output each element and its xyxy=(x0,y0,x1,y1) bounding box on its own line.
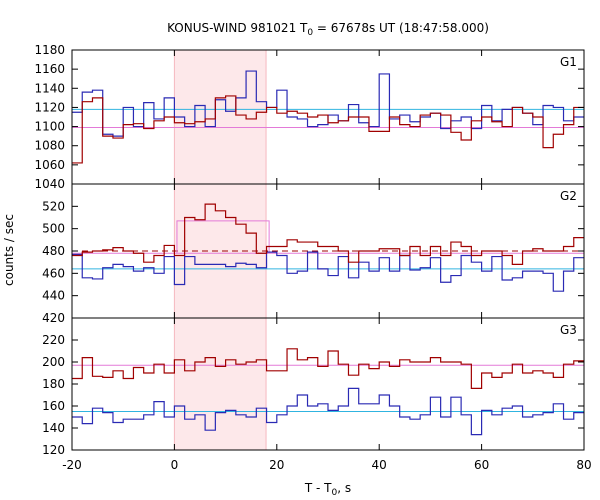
y-tick-label: 180 xyxy=(42,377,65,391)
plot-layer: 1040 1060 1080 1100 1120 1140 1160 1180 G1 420 440… xyxy=(34,43,591,472)
panel-label: G3 xyxy=(560,323,577,337)
panel-label: G2 xyxy=(560,189,577,203)
burst-level-step xyxy=(176,220,270,254)
title-rest: = 67678s UT (18:47:58.000) xyxy=(313,21,489,35)
y-tick-label: 1040 xyxy=(34,177,65,191)
panel-g1: 1040 1060 1080 1100 1120 1140 1160 1180 G1 xyxy=(34,43,585,191)
y-tick-label: 480 xyxy=(42,244,65,258)
title-main: KONUS-WIND 981021 T xyxy=(167,21,308,35)
y-tick-label: 220 xyxy=(42,333,65,347)
series-line-blue xyxy=(72,251,584,292)
panel-g3: 120 140 160 180 200 220 G3 xyxy=(42,317,585,457)
y-tick-label: 500 xyxy=(42,222,65,236)
x-axis-label-main: T - T xyxy=(304,481,332,495)
y-axis-label: counts / sec xyxy=(2,214,16,286)
shaded-interval xyxy=(174,50,267,450)
y-tick-label: 1180 xyxy=(34,43,65,57)
x-axis-label: T - T0, s xyxy=(304,481,351,498)
y-tick-label: 420 xyxy=(42,311,65,325)
title-subscript: 0 xyxy=(307,28,313,38)
y-tick-label: 200 xyxy=(42,355,65,369)
x-axis-label-rest: , s xyxy=(337,481,351,495)
series-line-red xyxy=(72,203,584,265)
series-line-blue xyxy=(72,387,584,436)
y-tick-label: 1120 xyxy=(34,100,65,114)
x-tick-label: 80 xyxy=(576,458,591,472)
y-tick-label: 160 xyxy=(42,399,65,413)
panel-frame xyxy=(71,317,585,451)
panel-g2: 420 440 460 480 500 520 G2 xyxy=(42,183,585,325)
y-tick-label: 1060 xyxy=(34,158,65,172)
panel-label: G1 xyxy=(560,55,577,69)
x-axis-label-subscript: 0 xyxy=(332,488,338,498)
chart-title: KONUS-WIND 981021 T0 = 67678s UT (18:47:… xyxy=(167,21,489,38)
series-line-red xyxy=(72,348,584,389)
x-tick-label: 60 xyxy=(474,458,489,472)
x-tick-label: 0 xyxy=(171,458,179,472)
series-line-red xyxy=(72,95,584,164)
y-tick-label: 120 xyxy=(42,443,65,457)
y-tick-label: 1100 xyxy=(34,120,65,134)
y-tick-label: 440 xyxy=(42,289,65,303)
x-tick-label: -20 xyxy=(62,458,82,472)
x-tick-label: 20 xyxy=(269,458,284,472)
y-tick-label: 1160 xyxy=(34,62,65,76)
y-tick-label: 460 xyxy=(42,266,65,280)
y-tick-label: 140 xyxy=(42,421,65,435)
y-tick-label: 1080 xyxy=(34,139,65,153)
y-tick-label: 1140 xyxy=(34,81,65,95)
y-tick-label: 520 xyxy=(42,199,65,213)
x-tick-label: 40 xyxy=(372,458,387,472)
